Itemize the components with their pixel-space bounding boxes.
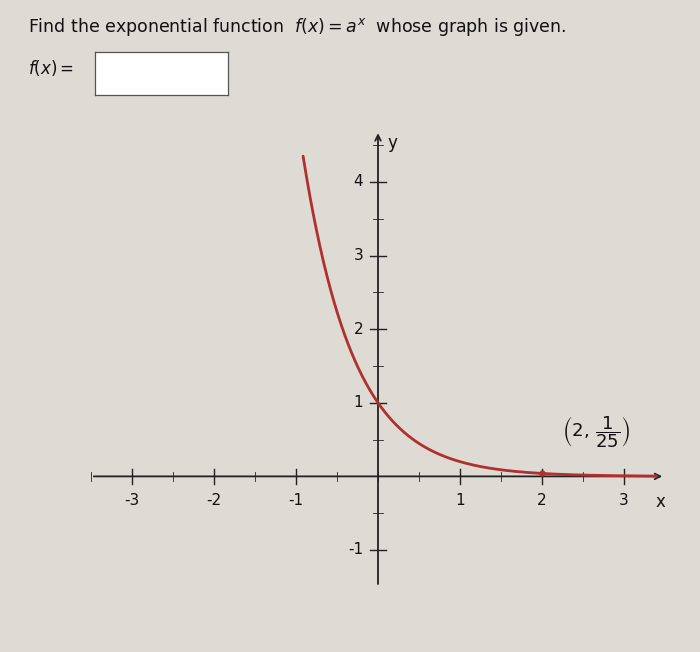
Text: -1: -1	[348, 542, 363, 557]
Text: Find the exponential function  $f(x) = a^x$  whose graph is given.: Find the exponential function $f(x) = a^…	[28, 16, 566, 38]
Text: $\left(2,\,\dfrac{1}{25}\right)$: $\left(2,\,\dfrac{1}{25}\right)$	[563, 415, 631, 450]
Text: 4: 4	[354, 175, 363, 190]
Text: 1: 1	[354, 395, 363, 410]
Text: 2: 2	[354, 321, 363, 336]
Text: x: x	[656, 492, 666, 511]
Text: 2: 2	[537, 492, 547, 507]
Text: y: y	[388, 134, 398, 152]
Text: 3: 3	[619, 492, 629, 507]
Text: -1: -1	[288, 492, 304, 507]
Text: 1: 1	[455, 492, 465, 507]
Text: $f(x) =$: $f(x) =$	[28, 59, 74, 78]
Text: -3: -3	[125, 492, 139, 507]
Text: -2: -2	[206, 492, 222, 507]
Text: 3: 3	[354, 248, 363, 263]
